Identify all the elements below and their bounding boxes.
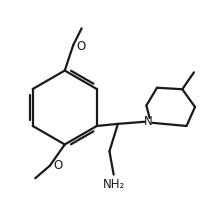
Text: O: O bbox=[76, 40, 86, 53]
Text: N: N bbox=[144, 115, 153, 128]
Text: NH₂: NH₂ bbox=[103, 178, 125, 191]
Text: O: O bbox=[53, 159, 62, 172]
